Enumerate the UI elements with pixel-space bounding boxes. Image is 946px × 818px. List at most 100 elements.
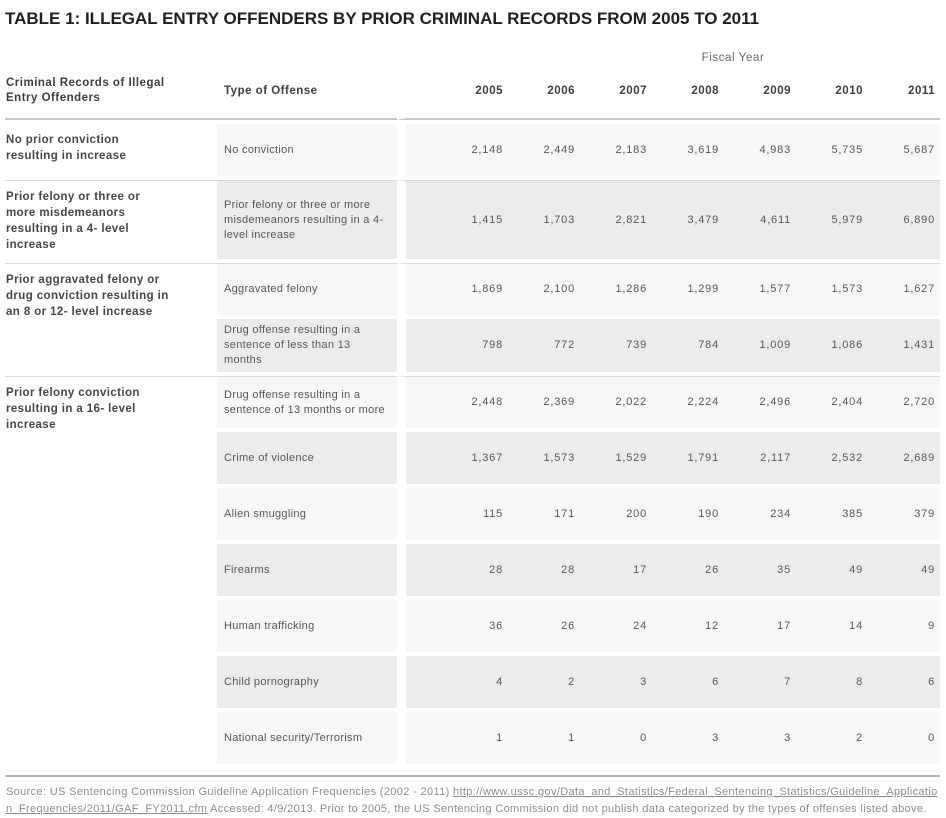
value-cell: 2,532 bbox=[796, 432, 868, 484]
column-header-type-of-offense: Type of Offense bbox=[217, 70, 397, 120]
value-cell: 200 bbox=[580, 488, 652, 540]
offense-type-cell: Child pornography bbox=[217, 656, 397, 708]
value-cell: 49 bbox=[868, 544, 941, 596]
value-cell: 17 bbox=[580, 544, 652, 596]
value-cell: 2,022 bbox=[580, 376, 652, 428]
value-cell: 1,415 bbox=[397, 180, 508, 259]
offense-type-cell: National security/Terrorism bbox=[217, 712, 397, 764]
value-cell: 2,404 bbox=[796, 376, 868, 428]
offense-type-cell: Drug offense resulting in a sentence of … bbox=[217, 376, 397, 428]
offense-type-cell: Prior felony or three or more misdemeano… bbox=[217, 180, 397, 259]
criminal-record-cell: Prior aggravated felony or drug convicti… bbox=[5, 263, 217, 372]
value-cell: 190 bbox=[652, 488, 724, 540]
value-cell: 4,983 bbox=[724, 124, 796, 176]
table-row: National security/Terrorism 1 1 0 3 3 2 0 bbox=[5, 712, 941, 764]
value-cell: 35 bbox=[724, 544, 796, 596]
value-cell: 0 bbox=[868, 712, 941, 764]
value-cell: 6 bbox=[652, 656, 724, 708]
offense-type-cell: Aggravated felony bbox=[217, 263, 397, 315]
table-row: Child pornography 4 2 3 6 7 8 6 bbox=[5, 656, 941, 708]
value-cell: 1 bbox=[397, 712, 508, 764]
source-text-suffix: Accessed: 4/9/2013. Prior to 2005, the U… bbox=[207, 803, 927, 815]
value-cell: 2,689 bbox=[868, 432, 941, 484]
value-cell: 9 bbox=[868, 600, 941, 652]
table-row: Crime of violence 1,367 1,573 1,529 1,791 2,1… bbox=[5, 432, 941, 484]
value-cell: 2,148 bbox=[397, 124, 508, 176]
offense-type-cell: Crime of violence bbox=[217, 432, 397, 484]
table-row: Drug offense resulting in a sentence of … bbox=[5, 319, 941, 372]
value-cell: 8 bbox=[796, 656, 868, 708]
value-cell: 385 bbox=[796, 488, 868, 540]
value-cell: 36 bbox=[397, 600, 508, 652]
fiscal-year-row: Fiscal Year bbox=[5, 38, 940, 66]
value-cell: 26 bbox=[652, 544, 724, 596]
fiscal-year-label: Fiscal Year bbox=[397, 38, 940, 66]
value-cell: 1 bbox=[508, 712, 580, 764]
value-cell: 24 bbox=[580, 600, 652, 652]
value-cell: 6 bbox=[868, 656, 941, 708]
value-cell: 798 bbox=[397, 319, 508, 372]
value-cell: 4,611 bbox=[724, 180, 796, 259]
value-cell: 739 bbox=[580, 319, 652, 372]
value-cell: 1,577 bbox=[724, 263, 796, 315]
criminal-record-cell: Prior felony conviction resulting in a 1… bbox=[5, 376, 217, 764]
value-cell: 3,619 bbox=[652, 124, 724, 176]
column-header-row: Criminal Records of Illegal Entry Offend… bbox=[5, 70, 941, 120]
table-row: Human trafficking 36 26 24 12 17 14 9 bbox=[5, 600, 941, 652]
value-cell: 1,869 bbox=[397, 263, 508, 315]
column-header-year: 2011 bbox=[868, 70, 941, 120]
value-cell: 2,496 bbox=[724, 376, 796, 428]
offense-type-cell: Firearms bbox=[217, 544, 397, 596]
fiscal-year-spacer bbox=[5, 38, 397, 66]
value-cell: 115 bbox=[397, 488, 508, 540]
value-cell: 784 bbox=[652, 319, 724, 372]
page-title: TABLE 1: ILLEGAL ENTRY OFFENDERS BY PRIO… bbox=[5, 9, 760, 28]
column-header-year: 2008 bbox=[652, 70, 724, 120]
table-body: No prior conviction resulting in increas… bbox=[5, 124, 941, 764]
value-cell: 17 bbox=[724, 600, 796, 652]
value-cell: 14 bbox=[796, 600, 868, 652]
value-cell: 3,479 bbox=[652, 180, 724, 259]
column-header-year: 2009 bbox=[724, 70, 796, 120]
value-cell: 2,224 bbox=[652, 376, 724, 428]
value-cell: 2,183 bbox=[580, 124, 652, 176]
source-note: Source: US Sentencing Commission Guideli… bbox=[5, 775, 940, 818]
offense-type-cell: No conviction bbox=[217, 124, 397, 176]
value-cell: 2,720 bbox=[868, 376, 941, 428]
table-row: Prior aggravated felony or drug convicti… bbox=[5, 263, 941, 372]
value-cell: 379 bbox=[868, 488, 941, 540]
value-cell: 1,573 bbox=[796, 263, 868, 315]
criminal-record-cell: No prior conviction resulting in increas… bbox=[5, 124, 217, 176]
value-cell: 4 bbox=[397, 656, 508, 708]
value-cell: 1,573 bbox=[508, 432, 580, 484]
value-cell: 1,703 bbox=[508, 180, 580, 259]
value-cell: 6,890 bbox=[868, 180, 941, 259]
value-cell: 28 bbox=[508, 544, 580, 596]
column-header-year: 2007 bbox=[580, 70, 652, 120]
value-cell: 26 bbox=[508, 600, 580, 652]
value-cell: 3 bbox=[580, 656, 652, 708]
table-row: Prior felony conviction resulting in a 1… bbox=[5, 376, 941, 764]
value-cell: 1,627 bbox=[868, 263, 941, 315]
source-text-prefix: Source: US Sentencing Commission Guideli… bbox=[6, 786, 453, 798]
table-row: Firearms 28 28 17 26 35 49 49 bbox=[5, 544, 941, 596]
table-row: Prior felony or three or more misdemeano… bbox=[5, 180, 941, 259]
value-cell: 1,529 bbox=[580, 432, 652, 484]
value-cell: 5,979 bbox=[796, 180, 868, 259]
value-cell: 1,791 bbox=[652, 432, 724, 484]
column-header-year: 2006 bbox=[508, 70, 580, 120]
value-cell: 5,687 bbox=[868, 124, 941, 176]
value-cell: 1,299 bbox=[652, 263, 724, 315]
value-cell: 5,735 bbox=[796, 124, 868, 176]
value-cell: 1,431 bbox=[868, 319, 941, 372]
value-cell: 49 bbox=[796, 544, 868, 596]
value-cell: 234 bbox=[724, 488, 796, 540]
column-header-year: 2005 bbox=[397, 70, 508, 120]
report-page: TABLE 1: ILLEGAL ENTRY OFFENDERS BY PRIO… bbox=[5, 9, 941, 815]
value-cell: 28 bbox=[397, 544, 508, 596]
offense-type-cell: Alien smuggling bbox=[217, 488, 397, 540]
criminal-record-cell: Prior felony or three or more misdemeano… bbox=[5, 180, 217, 259]
value-cell: 3 bbox=[652, 712, 724, 764]
offense-type-cell: Drug offense resulting in a sentence of … bbox=[217, 319, 397, 372]
value-cell: 1,367 bbox=[397, 432, 508, 484]
